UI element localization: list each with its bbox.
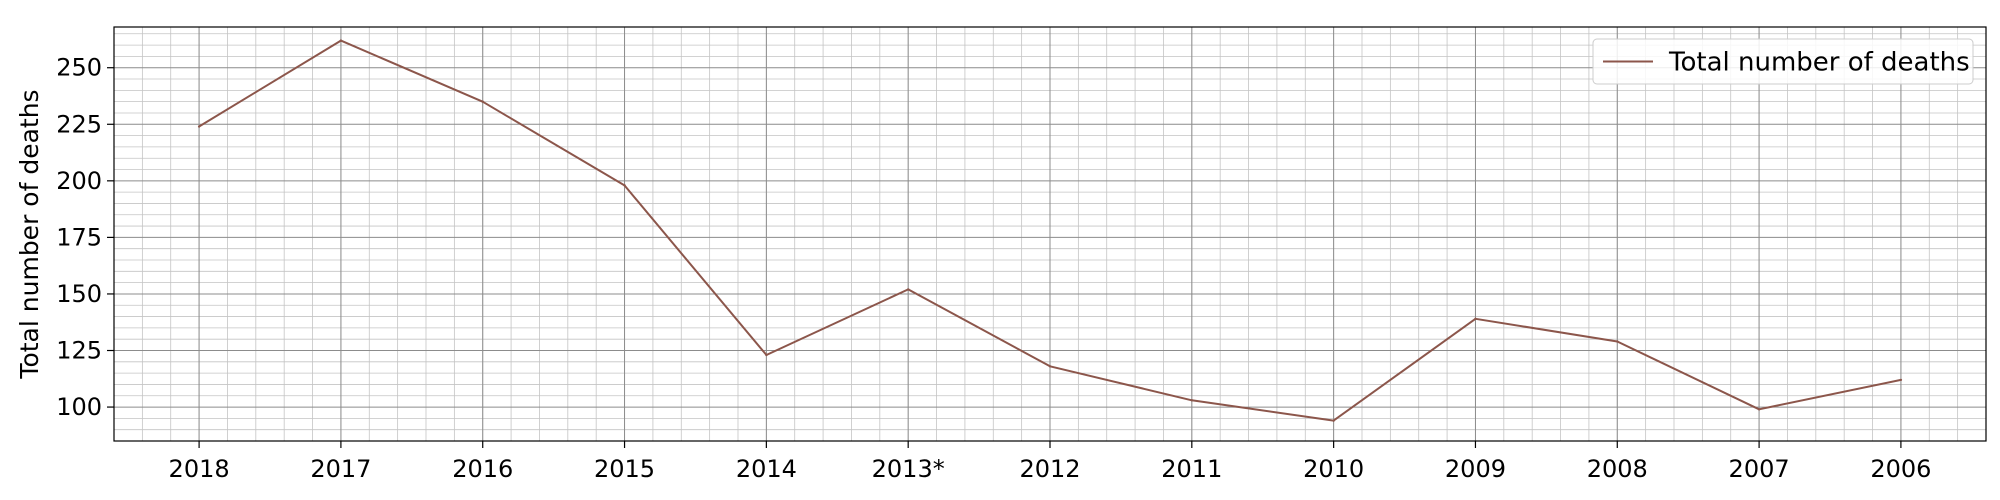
x-tick-label: 2008 [1587, 455, 1648, 483]
y-tick-label: 125 [56, 337, 102, 365]
series-layer [197, 39, 1903, 422]
data-point [1616, 340, 1619, 343]
y-tick-label: 200 [56, 167, 102, 195]
x-tick-label: 2014 [736, 455, 797, 483]
legend-box [1592, 38, 1974, 85]
x-tick-label: 2017 [310, 455, 371, 483]
x-axis: 2018 2017 2016 2015 2014 2013* 2012 2011 2010 200… [169, 441, 1931, 483]
legend: Total number of deaths [1592, 38, 1974, 85]
data-point [1474, 317, 1477, 321]
x-tick-label: 2012 [1019, 455, 1080, 483]
data-point [339, 39, 343, 42]
x-tick-label: 2015 [594, 455, 655, 483]
data-point [1190, 399, 1194, 402]
y-tick-label: 225 [56, 110, 102, 138]
y-tick-label: 100 [56, 393, 102, 421]
x-tick-label: 2006 [1870, 455, 1931, 483]
data-point [481, 100, 484, 103]
x-tick-label: 2010 [1303, 455, 1364, 483]
data-point [1332, 419, 1335, 422]
y-tick-label: 150 [56, 280, 102, 308]
x-tick-label: 2013* [872, 455, 945, 483]
data-point [1048, 365, 1052, 368]
legend-entry: Total number of deaths [1668, 48, 1970, 78]
x-tick-label: 2016 [452, 455, 513, 483]
data-point [623, 184, 626, 187]
grid-major [114, 27, 1986, 441]
data-point [1757, 408, 1761, 411]
data-point [1899, 378, 1903, 382]
y-tick-label: 175 [56, 223, 102, 251]
data-point [765, 353, 768, 357]
y-axis: 100 125 150 175 200 225 250 [56, 54, 114, 421]
x-tick-label: 2018 [169, 455, 230, 483]
y-axis-label: Total number of deaths [15, 89, 44, 379]
data-point [197, 125, 201, 128]
data-point [906, 288, 910, 291]
x-tick-label: 2007 [1729, 455, 1790, 483]
x-tick-label: 2011 [1161, 455, 1222, 483]
y-tick-label: 250 [56, 54, 102, 82]
x-tick-label: 2009 [1445, 455, 1506, 483]
